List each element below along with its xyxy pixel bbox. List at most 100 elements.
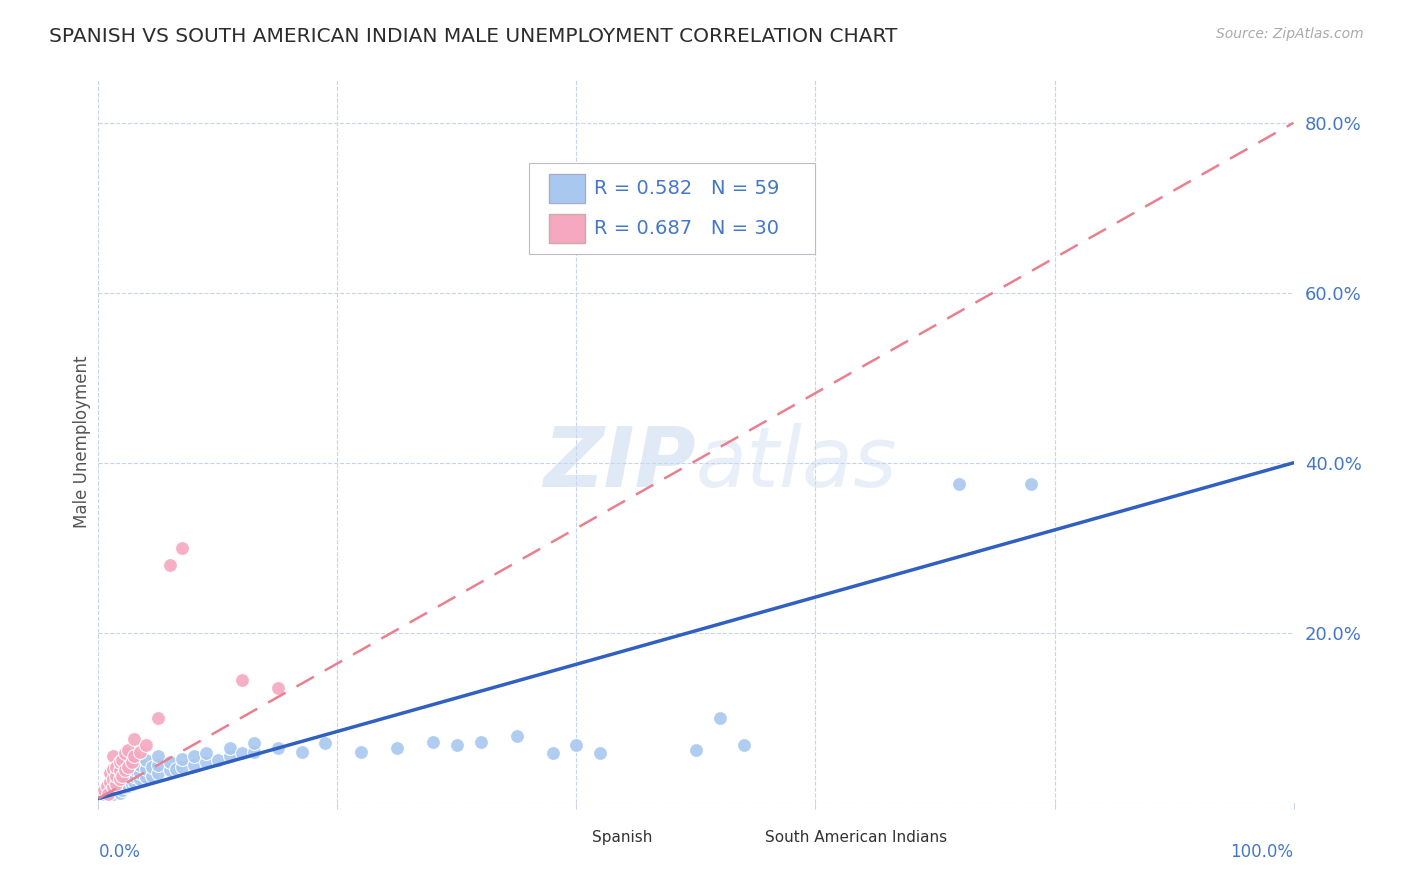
Text: 0.0%: 0.0%	[98, 843, 141, 861]
Point	[111, 753, 134, 767]
Point	[243, 745, 266, 759]
Point	[108, 764, 131, 778]
Point	[148, 749, 170, 764]
Point	[589, 747, 612, 761]
Point	[114, 769, 136, 783]
Point	[117, 757, 139, 772]
Point	[98, 780, 122, 795]
Point	[183, 757, 205, 772]
Point	[121, 770, 143, 784]
Point	[111, 762, 134, 776]
Point	[129, 772, 152, 786]
Point	[114, 764, 136, 778]
FancyBboxPatch shape	[548, 174, 585, 203]
Point	[108, 755, 131, 769]
Text: R = 0.582   N = 59: R = 0.582 N = 59	[595, 179, 780, 198]
Point	[105, 777, 128, 791]
Point	[101, 762, 124, 776]
Y-axis label: Male Unemployment: Male Unemployment	[73, 355, 91, 528]
Point	[105, 760, 128, 774]
Point	[350, 745, 373, 759]
Point	[121, 777, 143, 791]
Point	[105, 777, 128, 791]
Point	[114, 747, 136, 761]
Point	[243, 736, 266, 750]
Point	[105, 770, 128, 784]
Point	[124, 732, 146, 747]
Point	[117, 766, 139, 780]
Point	[148, 766, 170, 780]
Point	[172, 760, 194, 774]
Point	[506, 730, 529, 744]
Point	[135, 753, 157, 767]
Point	[124, 749, 146, 764]
Point	[709, 711, 731, 725]
FancyBboxPatch shape	[720, 824, 756, 847]
Point	[141, 769, 163, 783]
Point	[98, 766, 122, 780]
Point	[733, 738, 755, 752]
Point	[231, 747, 253, 761]
Point	[948, 477, 970, 491]
Point	[97, 783, 120, 797]
Text: Spanish: Spanish	[592, 830, 652, 845]
Point	[108, 772, 131, 786]
Point	[93, 787, 115, 801]
Point	[117, 743, 139, 757]
Point	[129, 766, 152, 780]
Point	[108, 764, 131, 778]
Point	[422, 734, 444, 748]
Point	[231, 673, 253, 687]
Point	[1019, 477, 1042, 491]
Point	[148, 757, 170, 772]
Point	[135, 738, 157, 752]
FancyBboxPatch shape	[529, 163, 815, 253]
Point	[121, 755, 143, 769]
Point	[470, 734, 492, 748]
Point	[446, 738, 468, 752]
Point	[267, 740, 290, 755]
Text: Source: ZipAtlas.com: Source: ZipAtlas.com	[1216, 27, 1364, 41]
Point	[141, 760, 163, 774]
Point	[98, 774, 122, 789]
Point	[117, 779, 139, 793]
Point	[195, 755, 218, 769]
Point	[159, 764, 181, 778]
Point	[541, 747, 564, 761]
Point	[685, 743, 707, 757]
Point	[97, 787, 120, 801]
FancyBboxPatch shape	[548, 214, 585, 243]
FancyBboxPatch shape	[547, 824, 582, 847]
Point	[93, 783, 115, 797]
Text: SPANISH VS SOUTH AMERICAN INDIAN MALE UNEMPLOYMENT CORRELATION CHART: SPANISH VS SOUTH AMERICAN INDIAN MALE UN…	[49, 27, 897, 45]
Point	[108, 772, 131, 786]
Point	[105, 783, 128, 797]
Point	[108, 779, 131, 793]
Point	[159, 755, 181, 769]
Point	[172, 751, 194, 765]
Point	[172, 541, 194, 555]
Text: ZIP: ZIP	[543, 423, 696, 504]
Point	[111, 770, 134, 784]
Point	[101, 772, 124, 786]
Point	[165, 762, 187, 776]
Point	[101, 749, 124, 764]
Point	[114, 780, 136, 795]
Point	[117, 772, 139, 786]
Point	[315, 736, 337, 750]
Point	[565, 738, 588, 752]
Point	[114, 774, 136, 789]
Point	[219, 740, 242, 755]
Point	[159, 558, 181, 572]
Point	[148, 711, 170, 725]
Point	[98, 766, 122, 780]
Point	[291, 745, 314, 759]
Point	[96, 779, 118, 793]
Point	[183, 749, 205, 764]
Text: 100.0%: 100.0%	[1230, 843, 1294, 861]
Point	[129, 745, 152, 759]
Point	[111, 769, 134, 783]
Point	[124, 769, 146, 783]
Text: South American Indians: South American Indians	[765, 830, 948, 845]
Point	[124, 774, 146, 789]
